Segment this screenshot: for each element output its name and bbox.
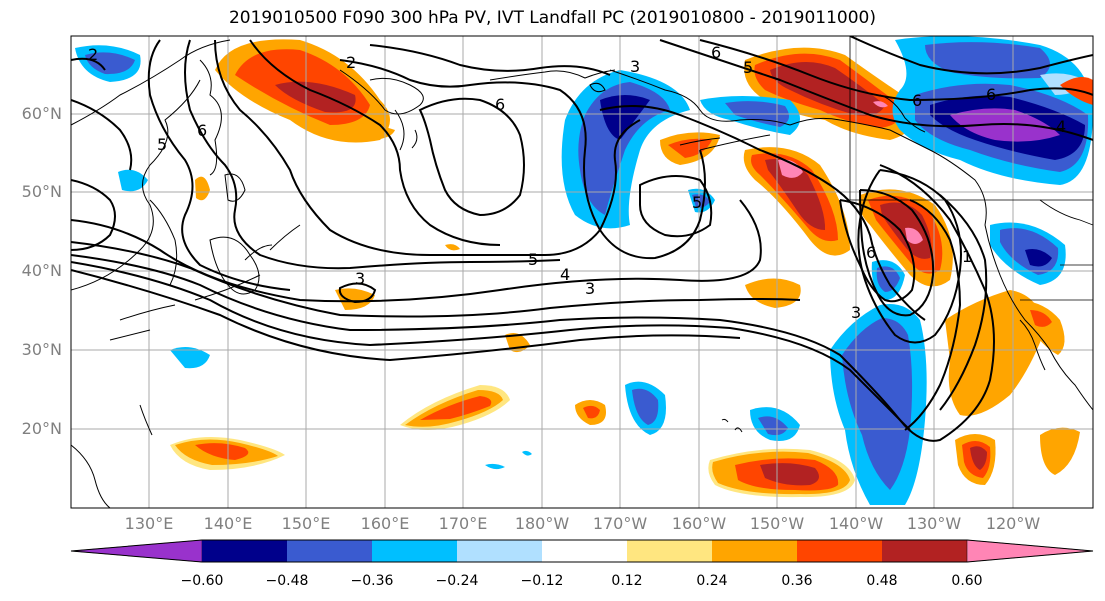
contour-label: 6 xyxy=(986,85,996,104)
lat-label: 40°N xyxy=(21,261,62,280)
contour-label: 5 xyxy=(692,193,702,212)
contour-label: 3 xyxy=(851,303,861,322)
lon-label: 160°W xyxy=(671,514,727,533)
lon-label: 140°W xyxy=(828,514,884,533)
colorbar-segment xyxy=(966,539,1094,563)
colorbar-segment xyxy=(712,540,797,562)
contour-label: 1 xyxy=(962,247,972,266)
contour-label: 4 xyxy=(560,265,570,284)
colorbar-tick: 0.48 xyxy=(866,573,898,589)
colorbar-tick: −0.24 xyxy=(435,573,479,589)
colorbar-tick: 0.24 xyxy=(696,573,728,589)
colorbar-segment xyxy=(457,540,542,562)
contour-label: 6 xyxy=(866,243,876,262)
colorbar-segment xyxy=(70,539,203,563)
lon-label: 120°W xyxy=(985,514,1041,533)
filled-contours xyxy=(75,36,1093,505)
colorbar-tick: 0.60 xyxy=(951,573,983,589)
pv-contours xyxy=(71,36,1093,442)
contour-label: 5 xyxy=(743,58,753,77)
colorbar-segment xyxy=(287,540,372,562)
lat-label: 60°N xyxy=(21,104,62,123)
contour-label: 3 xyxy=(585,279,595,298)
contour-label: 6 xyxy=(495,95,505,114)
colorbar-segment xyxy=(797,540,882,562)
lon-label: 130°W xyxy=(906,514,962,533)
contour-label: 2 xyxy=(346,53,356,72)
contour-label: 6 xyxy=(711,43,721,62)
lat-label: 20°N xyxy=(21,419,62,438)
coastlines xyxy=(71,36,1093,508)
contour-labels: 2 6 3 6 5 6 6 2 5 5 4 3 3 5 6 3 4 1 6 xyxy=(88,43,1066,322)
colorbar-tick: −0.60 xyxy=(180,573,224,589)
map-frame xyxy=(70,35,1094,509)
colorbar-tick: −0.36 xyxy=(350,573,394,589)
map-title: 2019010500 F090 300 hPa PV, IVT Landfall… xyxy=(228,8,876,28)
lon-label: 170°E xyxy=(438,514,488,533)
colorbar-segment xyxy=(202,540,287,562)
lon-label: 140°E xyxy=(203,514,253,533)
contour-label: 5 xyxy=(157,135,167,154)
colorbar-tick: 0.36 xyxy=(781,573,813,589)
graticule xyxy=(71,36,1093,508)
lon-label: 150°W xyxy=(749,514,805,533)
lon-label: 130°E xyxy=(124,514,174,533)
colorbar-segment xyxy=(542,540,627,562)
contour-label: 4 xyxy=(1056,117,1066,136)
contour-label: 3 xyxy=(355,269,365,288)
lon-label: 170°W xyxy=(592,514,648,533)
lat-label: 30°N xyxy=(21,340,62,359)
colorbar-tick: 0.12 xyxy=(611,573,643,589)
colorbar-segment xyxy=(372,540,457,562)
contour-label: 5 xyxy=(528,250,538,269)
lat-label: 50°N xyxy=(21,182,62,201)
colorbar-segment xyxy=(882,540,967,562)
lon-label: 160°E xyxy=(360,514,410,533)
colorbar-tick: −0.48 xyxy=(265,573,309,589)
colorbar xyxy=(70,539,1094,563)
lon-label: 180°W xyxy=(514,514,570,533)
colorbar-segment xyxy=(627,540,712,562)
contour-label: 6 xyxy=(912,91,922,110)
contour-label: 6 xyxy=(197,121,207,140)
contour-label: 3 xyxy=(630,57,640,76)
colorbar-tick: −0.12 xyxy=(520,573,564,589)
contour-label: 2 xyxy=(88,45,98,64)
lon-label: 150°E xyxy=(281,514,331,533)
